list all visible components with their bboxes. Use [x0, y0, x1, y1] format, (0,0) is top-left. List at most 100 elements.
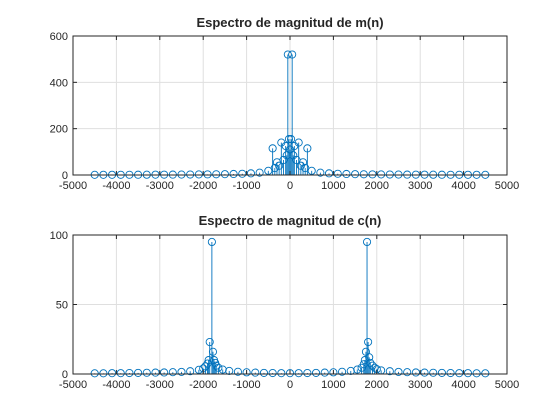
stem-marker — [288, 50, 297, 59]
stem-marker — [463, 369, 472, 378]
x-tick-label: -3000 — [146, 180, 174, 192]
stem-marker — [99, 369, 108, 378]
y-tick-label: 50 — [56, 300, 68, 312]
stem-marker — [287, 135, 296, 144]
stem-marker — [142, 368, 151, 377]
stem-marker — [207, 237, 216, 246]
stem-marker — [303, 144, 312, 153]
stem-marker — [218, 365, 227, 374]
stem-marker — [212, 170, 221, 179]
stem-marker — [151, 368, 160, 377]
x-tick-label: 1000 — [321, 379, 345, 391]
stem-marker — [364, 337, 373, 347]
subplot-top: Espectro de magnitud de m(n) -5000 -4000 -… — [50, 15, 520, 192]
x-tick-label: 5000 — [495, 379, 519, 391]
stem-marker — [394, 367, 403, 376]
x-tick-label: 2000 — [365, 180, 389, 192]
x-tick-label: -4000 — [102, 180, 130, 192]
stem-marker — [268, 144, 277, 153]
x-tick-label: 0 — [287, 180, 293, 192]
stem-marker — [285, 369, 295, 378]
stem-marker — [298, 158, 308, 167]
stem-marker — [385, 367, 394, 376]
stem-marker — [186, 367, 195, 376]
stem-marker — [233, 367, 242, 376]
stem-marker — [108, 369, 117, 378]
stem-marker — [160, 368, 169, 377]
stem-marker — [283, 50, 292, 59]
stem-marker — [346, 366, 355, 375]
stem-marker — [311, 368, 321, 377]
x-tick-label: 3000 — [408, 379, 432, 391]
stem-marker — [251, 368, 260, 377]
stem-marker — [255, 168, 264, 177]
stem-marker — [368, 170, 377, 179]
x-tick-label: -2000 — [189, 379, 217, 391]
stem-marker — [429, 368, 438, 377]
stem-marker — [365, 353, 374, 362]
stem-marker — [259, 368, 269, 377]
stem-marker — [353, 365, 362, 374]
stem-marker — [203, 359, 212, 368]
stem-marker — [294, 369, 303, 378]
stem-marker — [333, 169, 342, 178]
stem-marker — [229, 169, 238, 179]
y-tick-label: 0 — [62, 369, 68, 381]
x-tick-label: 0 — [287, 379, 293, 391]
stem-marker — [194, 170, 203, 179]
x-tick-label: 2000 — [365, 379, 389, 391]
stem-marker — [90, 369, 99, 378]
x-tick-label: -5000 — [59, 180, 87, 192]
stem-marker — [329, 368, 338, 377]
stem-marker — [277, 369, 286, 378]
x-tick-label: -1000 — [233, 180, 261, 192]
x-tick-label: -2000 — [189, 180, 217, 192]
stem-marker — [177, 367, 186, 376]
stem-marker — [208, 347, 218, 356]
stem-marker — [420, 368, 429, 377]
stem-marker — [342, 169, 351, 179]
y-tick-label: 0 — [62, 170, 68, 182]
stem-marker — [316, 168, 325, 177]
x-tick-label: -4000 — [102, 379, 130, 391]
stem-marker — [294, 138, 303, 147]
y-tick-label: 200 — [50, 124, 68, 136]
x-tick-label: -5000 — [59, 379, 87, 391]
stem-marker — [307, 166, 316, 175]
stem-marker — [270, 163, 279, 173]
x-tick-label: 3000 — [408, 180, 432, 192]
stem-marker — [246, 169, 255, 178]
top-chart-title: Espectro de magnitud de m(n) — [196, 15, 383, 30]
top-plot-area: -5000 -4000 -3000 -2000 -1000 0 1000 2000 3000 40… — [50, 31, 520, 192]
x-tick-label: 4000 — [451, 379, 475, 391]
stem-marker — [481, 369, 490, 378]
stem-marker — [220, 170, 229, 179]
y-tick-label: 400 — [50, 77, 68, 89]
stem-marker — [377, 170, 386, 179]
x-tick-label: -3000 — [146, 379, 174, 391]
stem-marker — [238, 169, 247, 178]
subplot-bottom: Espectro de magnitud de c(n) -5000 -4000 -… — [50, 213, 520, 391]
stem-marker — [446, 368, 455, 378]
stem-marker — [472, 369, 481, 378]
stem-marker — [325, 169, 334, 178]
stem-marker — [403, 368, 412, 377]
x-tick-label: 5000 — [495, 180, 519, 192]
stem-marker — [437, 368, 446, 377]
x-tick-label: 1000 — [321, 180, 345, 192]
bottom-chart-title: Espectro de magnitud de c(n) — [199, 213, 382, 228]
stem-marker — [338, 367, 347, 376]
stem-marker — [212, 361, 221, 370]
stem-marker — [411, 368, 420, 377]
stem-marker — [455, 369, 464, 378]
stem-marker — [116, 369, 125, 378]
stem-marker — [362, 237, 372, 246]
stem-marker — [205, 337, 214, 347]
stem-marker — [225, 366, 234, 375]
stem-marker — [303, 368, 312, 378]
y-tick-label: 100 — [50, 230, 68, 242]
stem-marker — [214, 363, 223, 372]
y-tick-label: 600 — [50, 31, 68, 43]
stem-marker — [366, 358, 375, 367]
stem-marker — [242, 368, 251, 377]
